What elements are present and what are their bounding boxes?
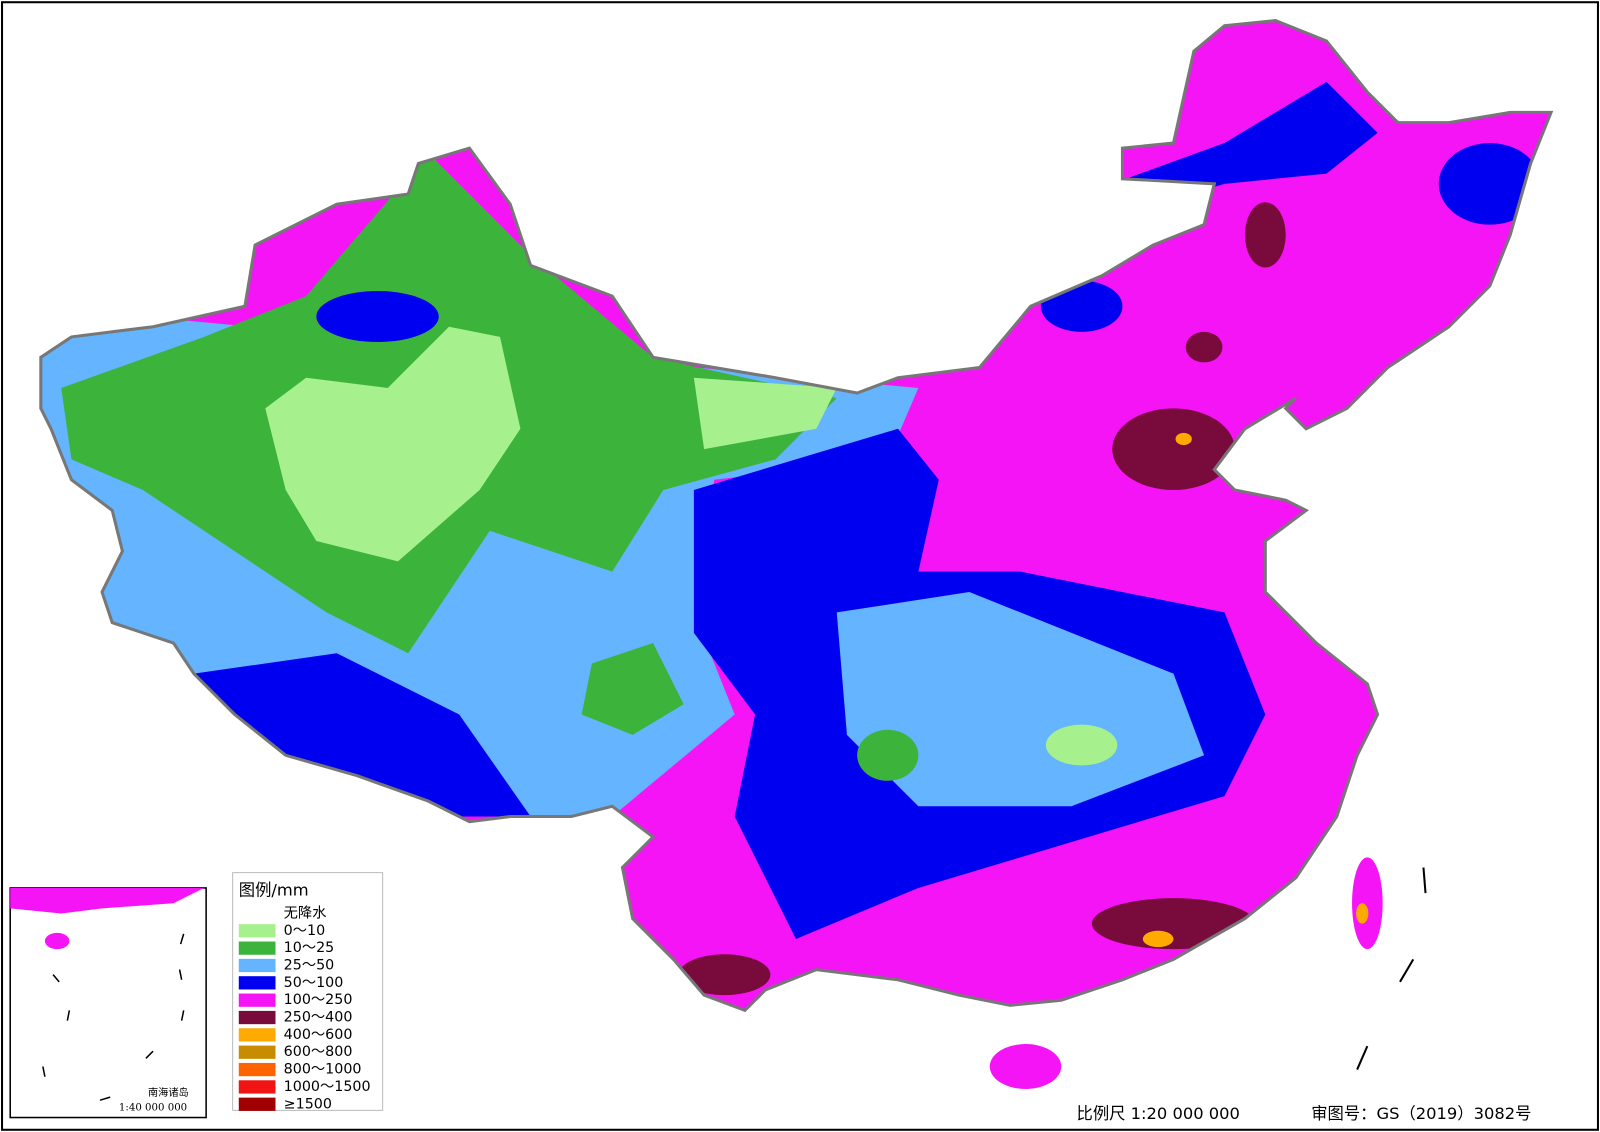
legend-label: 25～50 [284, 957, 335, 973]
region [1244, 202, 1286, 268]
legend-label: 50～100 [284, 975, 344, 991]
legend-swatch [238, 1045, 276, 1059]
legend-swatch [238, 941, 276, 955]
legend-label: 100～250 [284, 992, 353, 1008]
inset-scale: 1:40 000 000 [119, 1102, 187, 1113]
region [1091, 898, 1256, 950]
legend-label: 0～10 [284, 923, 326, 939]
border [39, 19, 1554, 1013]
region [44, 932, 70, 950]
legend-title: 图例/mm [239, 881, 309, 900]
legend-swatch [238, 1010, 276, 1025]
region [193, 653, 531, 817]
legend-swatch [238, 1062, 276, 1077]
legend-swatch [238, 1028, 276, 1042]
legend-swatch [238, 993, 276, 1007]
legend-label: 400～600 [284, 1027, 353, 1043]
legend-swatch [238, 1097, 276, 1111]
legend-label: ≥1500 [284, 1096, 332, 1112]
legend-swatch [238, 958, 276, 973]
inset: 南海诸岛 1:40 000 000 [9, 887, 207, 1119]
region [1040, 280, 1123, 332]
map-scale: 比例尺 1:20 000 000 [1077, 1104, 1240, 1123]
legend-label: 250～400 [284, 1010, 353, 1026]
region [1112, 408, 1235, 490]
region [316, 291, 439, 343]
region [1185, 331, 1223, 363]
region [265, 326, 521, 562]
region [1112, 81, 1378, 205]
legend-swatch [238, 906, 276, 921]
legend-swatch [238, 924, 276, 938]
region [1045, 724, 1118, 766]
legend-label: 800～1000 [284, 1062, 362, 1078]
region [693, 377, 837, 450]
legend-swatch [238, 1080, 276, 1094]
inset-frame [9, 887, 207, 1119]
nine-dash-line [1356, 867, 1427, 1070]
region [857, 729, 919, 781]
region [1142, 930, 1174, 948]
review-number: 审图号：GS（2019）3082号 [1311, 1104, 1531, 1123]
inset-label: 南海诸岛 [148, 1086, 189, 1099]
country-border [39, 19, 1554, 1013]
legend-label: 1000～1500 [284, 1079, 371, 1095]
legend-swatch [238, 976, 276, 990]
region [1356, 903, 1369, 924]
region [1175, 432, 1192, 446]
region [581, 643, 684, 735]
legend-label: 10～25 [284, 940, 335, 956]
region [10, 887, 205, 914]
legend-label: 无降水 [284, 904, 327, 921]
region [1438, 143, 1541, 225]
legend-label: 600～800 [284, 1044, 353, 1060]
region [678, 954, 771, 996]
